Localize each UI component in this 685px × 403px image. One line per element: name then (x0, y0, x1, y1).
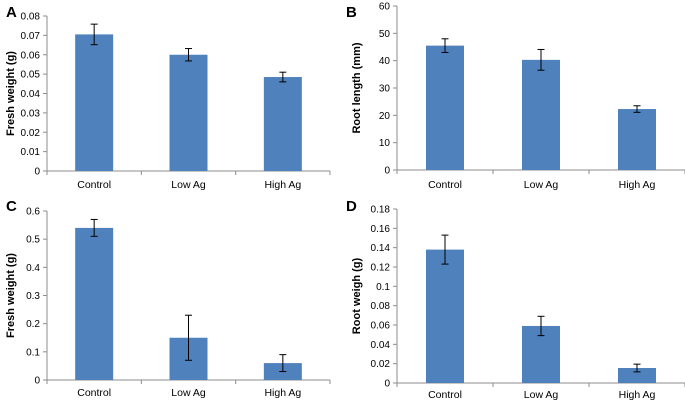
y-tick-label: 0.12 (371, 263, 391, 274)
y-tick-label: 0.02 (21, 128, 41, 139)
error-bar (537, 315, 545, 337)
y-tick-label: 0.04 (371, 340, 391, 351)
y-tick-label: 20 (379, 111, 391, 122)
chart-panel-d: D 0 0.02 0.04 0.06 0.08 0.1 0.12 0.14 0.16 0.18 Con… (346, 198, 685, 401)
error-bar (90, 23, 98, 46)
bar-low-ag (522, 59, 560, 171)
y-tick-label: 0 (34, 376, 40, 387)
error-bar (185, 314, 192, 361)
x-category-label: Low Ag (524, 389, 559, 401)
y-tick-label: 0.1 (376, 282, 390, 293)
y-tick-label: 0.5 (26, 235, 40, 246)
error-bar (185, 48, 192, 62)
chart-panel-a: A 0 0.01 0.02 0.03 0.04 0.05 0.06 0.07 0.08 Contro… (5, 4, 331, 191)
x-category-label: Control (77, 387, 111, 399)
error-bar (537, 48, 545, 71)
bar-high-ag (618, 109, 656, 170)
y-tick-label: 0.03 (21, 108, 41, 119)
y-tick-label: 0.08 (371, 301, 391, 312)
y-tick-label: 0.6 (26, 207, 40, 218)
y-tick-label: 0.07 (21, 31, 41, 42)
x-category-label: High Ag (619, 389, 656, 401)
bar-control (426, 249, 464, 383)
y-tick-label: 0 (384, 166, 390, 177)
error-bar (279, 71, 287, 83)
panel-letter: A (6, 4, 17, 21)
x-category-label: Low Ag (171, 179, 206, 191)
x-category-label: Control (77, 179, 111, 191)
bar-low-ag (169, 54, 208, 171)
y-tick-label: 60 (379, 2, 391, 13)
x-category-label: High Ag (264, 387, 301, 399)
y-tick-label: 0.05 (21, 70, 41, 81)
panel-letter: D (346, 198, 357, 215)
panel-letter: C (6, 198, 17, 215)
y-axis-label: Root length (mm) (351, 42, 363, 133)
x-category-label: Control (428, 389, 462, 401)
chart-panel-c: C 0 0.1 0.2 0.3 0.4 0.5 0.6 Control Low Ag High Ag… (5, 198, 331, 399)
error-bar (633, 363, 641, 373)
error-bar (441, 234, 449, 265)
y-tick-label: 10 (379, 138, 391, 149)
y-tick-label: 0.1 (26, 347, 40, 358)
x-category-label: High Ag (264, 179, 301, 191)
error-bar (90, 218, 98, 237)
y-axis-label: Root weigh (g) (351, 257, 363, 334)
bar-high-ag (263, 77, 302, 171)
y-tick-label: 0.4 (26, 263, 40, 274)
bar-control (75, 34, 114, 171)
bar-high-ag (618, 368, 656, 383)
y-axis-label: Fresh weight (g) (5, 51, 17, 136)
y-tick-label: 0 (384, 379, 390, 390)
x-category-label: Low Ag (524, 179, 559, 191)
y-tick-label: 0.02 (371, 359, 391, 370)
y-tick-label: 0.16 (371, 224, 391, 235)
y-tick-label: 0.2 (26, 319, 40, 330)
y-axis-label: Fresh weight (g) (5, 253, 17, 338)
y-tick-label: 0.18 (371, 205, 391, 216)
y-tick-label: 0 (34, 167, 40, 178)
error-bar (279, 354, 287, 373)
y-tick-label: 0.06 (21, 50, 41, 61)
y-tick-label: 30 (379, 84, 391, 95)
x-category-label: Control (428, 179, 462, 191)
y-tick-label: 0.01 (21, 147, 41, 158)
y-tick-label: 40 (379, 56, 391, 67)
x-category-label: Low Ag (171, 387, 206, 399)
y-tick-label: 50 (379, 29, 391, 40)
y-tick-label: 0.04 (21, 89, 41, 100)
panel-letter: B (346, 4, 357, 21)
chart-panel-b: B 0 10 20 30 40 50 60 Control Low Ag High Ag Root l… (346, 2, 685, 191)
bar-control (426, 45, 464, 171)
error-bar (441, 38, 449, 53)
y-tick-label: 0.14 (371, 243, 391, 254)
error-bar (633, 105, 641, 113)
y-tick-label: 0.3 (26, 291, 40, 302)
x-category-label: High Ag (619, 179, 656, 191)
y-tick-label: 0.08 (21, 12, 41, 23)
bar-control (75, 227, 114, 380)
y-tick-label: 0.06 (371, 321, 391, 332)
